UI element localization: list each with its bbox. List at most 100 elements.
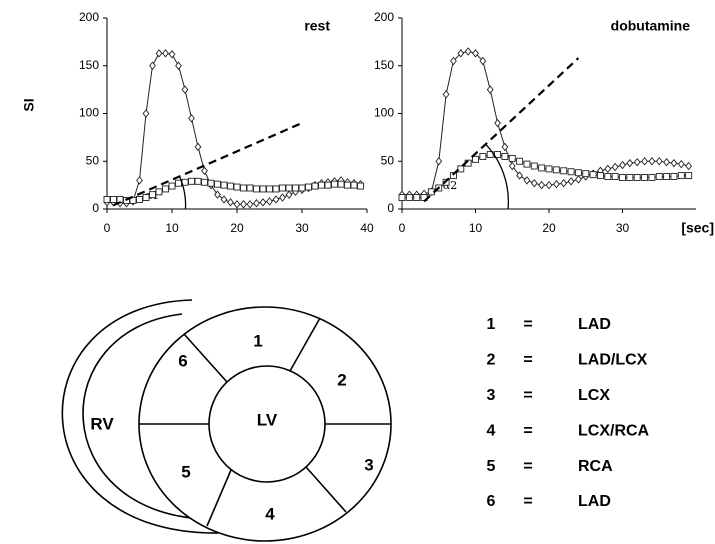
x-tick-label: 20: [230, 221, 244, 235]
diamond-marker: [655, 157, 663, 166]
diamond-marker: [604, 164, 612, 174]
square-marker: [279, 184, 286, 192]
diamond-marker: [240, 200, 247, 209]
diamond-marker: [538, 180, 546, 190]
diamond-marker: [149, 61, 156, 70]
x-tick-label: 30: [616, 221, 630, 235]
square-marker: [685, 172, 693, 180]
square-marker: [103, 195, 111, 203]
square-marker: [611, 173, 619, 180]
square-marker: [655, 173, 663, 180]
square-marker: [574, 169, 582, 177]
square-marker: [670, 173, 678, 180]
diamond-marker: [442, 90, 450, 99]
square-marker: [552, 166, 560, 174]
segment-label: 3: [364, 455, 373, 474]
diamond-marker: [279, 193, 286, 202]
diamond-marker: [641, 157, 648, 166]
diamond-marker: [611, 162, 619, 172]
diamond-marker: [136, 176, 143, 185]
chart-title: dobutamine: [611, 18, 691, 34]
square-marker: [298, 184, 306, 192]
y-tick-label: 50: [381, 153, 395, 167]
square-marker: [324, 181, 332, 189]
y-tick-label: 200: [374, 10, 394, 24]
diamond-marker: [479, 56, 487, 66]
diamond-marker: [486, 85, 494, 94]
diamond-marker: [472, 49, 479, 58]
square-marker: [545, 165, 553, 173]
y-axis-label: SI: [21, 98, 37, 111]
diamond-marker: [214, 190, 221, 199]
diamond-marker: [285, 190, 293, 199]
square-marker: [516, 157, 524, 165]
x-tick-label: 30: [295, 221, 309, 235]
y-tick-label: 0: [387, 201, 394, 215]
y-tick-label: 200: [79, 10, 99, 24]
square-marker: [626, 174, 634, 181]
square-marker: [405, 194, 413, 201]
legend-equals: =: [523, 352, 532, 369]
diamond-marker: [233, 200, 241, 209]
square-marker: [194, 177, 202, 185]
square-marker: [508, 154, 516, 162]
square-marker: [604, 173, 612, 180]
square-marker: [597, 172, 604, 180]
square-marker: [663, 173, 671, 180]
segment-label: 5: [181, 462, 190, 481]
diamond-marker: [168, 50, 176, 59]
diamond-marker: [450, 56, 457, 66]
square-marker: [311, 182, 319, 190]
diamond-marker: [670, 158, 678, 168]
segment-border: [183, 333, 228, 383]
legend-segment: 3: [487, 387, 496, 404]
square-marker: [530, 162, 538, 170]
square-marker: [292, 184, 299, 192]
diamond-marker: [188, 114, 195, 123]
square-marker: [155, 188, 163, 196]
square-marker: [246, 184, 254, 192]
square-marker: [272, 185, 280, 193]
legend-segment: 4: [487, 422, 496, 439]
segment-border: [305, 466, 347, 513]
diamond-marker: [545, 180, 553, 190]
legend-segment: 6: [487, 493, 496, 510]
square-marker: [331, 180, 338, 188]
square-marker: [337, 180, 345, 188]
diamond-marker: [201, 166, 208, 176]
legend-artery: LCX/RCA: [578, 422, 650, 439]
square-marker: [344, 181, 351, 189]
tangent-line: [423, 57, 580, 203]
square-marker: [201, 178, 208, 186]
legend-artery: LCX: [578, 387, 610, 404]
legend-equals: =: [523, 422, 532, 439]
rv-inner: [82, 313, 206, 520]
diamond-marker: [648, 157, 656, 166]
series-line: [402, 154, 689, 198]
heart-diagram: [61, 299, 392, 542]
diamond-marker: [194, 142, 202, 152]
diamond-marker: [464, 47, 472, 56]
square-marker: [220, 181, 228, 189]
y-tick-label: 0: [92, 201, 99, 215]
legend-artery: RCA: [578, 458, 613, 475]
y-tick-label: 150: [374, 58, 394, 72]
diamond-marker: [162, 49, 169, 58]
diamond-marker: [142, 109, 150, 118]
diamond-marker: [516, 171, 523, 180]
tangent-line: [113, 121, 303, 207]
diamond-marker: [633, 157, 641, 167]
chart-title: rest: [304, 18, 330, 34]
legend-segment: 1: [487, 316, 496, 333]
square-marker: [253, 185, 260, 193]
square-marker: [398, 194, 406, 201]
square-marker: [619, 174, 626, 181]
segment-border: [289, 317, 321, 372]
legend-equals: =: [523, 387, 532, 404]
x-tick-label: 40: [360, 221, 374, 235]
diamond-marker: [227, 198, 234, 207]
diamond-marker: [253, 199, 260, 208]
lv-label: LV: [257, 410, 278, 429]
square-marker: [318, 181, 325, 189]
